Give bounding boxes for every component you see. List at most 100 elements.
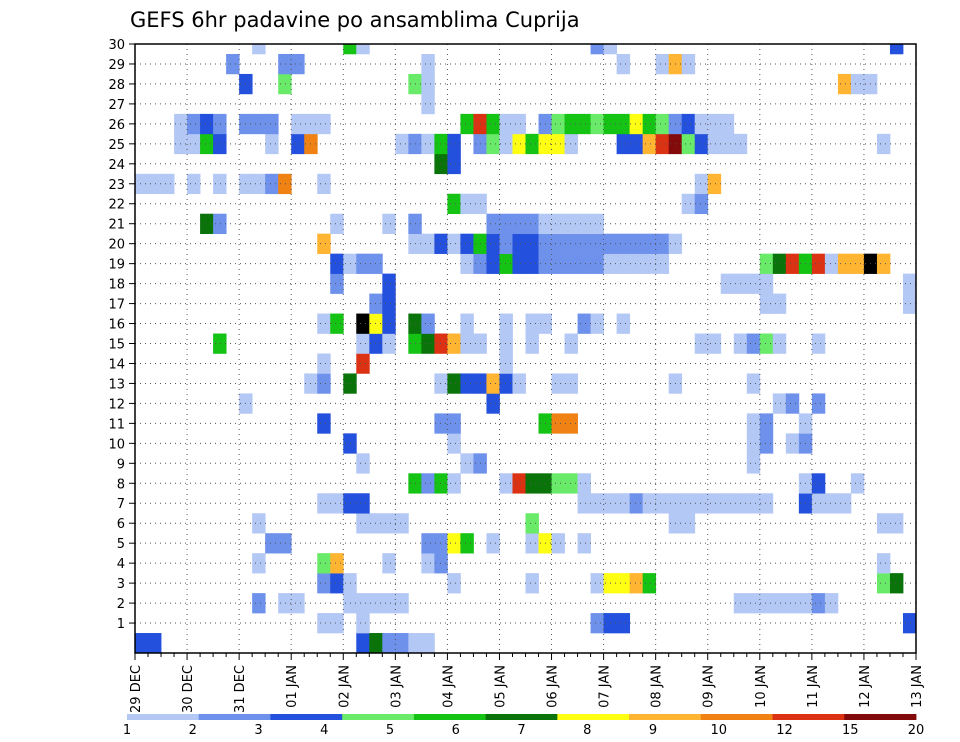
precip-cell (356, 613, 370, 634)
precip-cell (265, 533, 279, 554)
precip-cell (577, 213, 591, 234)
x-tick-label: 10 JAN (754, 665, 769, 708)
precip-cell (330, 613, 344, 634)
precip-cell (421, 533, 435, 554)
x-tick-label: 11 JAN (806, 665, 821, 708)
precip-cell (226, 53, 240, 75)
precip-cell (187, 113, 201, 135)
precip-cell (148, 173, 162, 195)
precip-cell (213, 173, 227, 195)
precip-cell (421, 313, 435, 334)
precip-cell (291, 113, 305, 135)
y-tick-label: 4 (117, 557, 125, 572)
precip-cell (512, 113, 526, 135)
precip-cell (759, 273, 774, 294)
precip-cell (590, 573, 604, 594)
precip-cell (486, 533, 500, 554)
precip-cell (876, 253, 891, 274)
colorbar-label: 6 (452, 723, 460, 738)
precip-cell (434, 553, 448, 574)
precip-cell (525, 313, 539, 334)
precip-cell (512, 133, 526, 155)
precip-cell (616, 113, 631, 135)
precip-cell (460, 253, 474, 274)
precip-cell (486, 133, 500, 155)
precip-cell (499, 213, 513, 234)
precip-cell (447, 433, 461, 454)
y-tick-label: 13 (108, 377, 125, 392)
precip-cell (564, 473, 578, 494)
colorbar-label: 3 (254, 723, 262, 738)
precip-cell (512, 233, 526, 254)
precip-cell (213, 133, 227, 155)
y-tick-label: 14 (108, 357, 125, 372)
precip-cell (447, 193, 461, 215)
precip-cell (564, 113, 578, 135)
precip-cell (395, 633, 409, 654)
precip-cell (655, 233, 670, 254)
x-tick-label: 30 DEC (181, 665, 196, 713)
precip-cell (564, 373, 578, 394)
precip-cell (902, 293, 917, 314)
precip-cell (317, 573, 331, 594)
precip-cell (811, 393, 826, 414)
precip-cell (356, 44, 370, 55)
y-axis: 1234567891011121314151617181920212223242… (108, 38, 135, 632)
y-tick-label: 10 (108, 437, 125, 452)
colorbar-label: 10 (710, 723, 727, 738)
precip-cell (369, 313, 383, 334)
precip-cell (525, 233, 539, 254)
precip-cell (629, 113, 644, 135)
colorbar-label: 15 (842, 723, 859, 738)
precip-cell (356, 353, 370, 374)
precip-cell (317, 613, 331, 634)
precip-cell (343, 493, 357, 514)
precip-cell (577, 113, 591, 135)
precip-cell (811, 333, 826, 354)
precip-cell (681, 193, 696, 215)
precip-cell (330, 213, 344, 234)
precip-cell (642, 133, 657, 155)
precip-cell (382, 293, 396, 314)
precip-cell (551, 213, 565, 234)
precip-cell (564, 233, 578, 254)
precip-cell (681, 133, 696, 155)
precip-cell (356, 593, 370, 614)
precip-cell (525, 513, 539, 534)
precip-cell (525, 473, 539, 494)
precip-cell (434, 473, 448, 494)
precip-cell (447, 133, 461, 155)
precip-cell (746, 453, 761, 474)
precip-cell (824, 253, 839, 274)
precip-cell (343, 44, 357, 55)
precip-cell (590, 213, 604, 234)
precip-cell (850, 73, 865, 95)
precip-cell (421, 233, 435, 254)
precip-cell (369, 513, 383, 534)
x-tick-label: 13 JAN (910, 665, 925, 708)
precip-cell (213, 213, 227, 234)
precip-cell (876, 553, 891, 574)
precip-cell (486, 253, 500, 274)
precip-cell (837, 493, 852, 514)
precip-cell (616, 573, 631, 594)
colorbar-label: 12 (776, 723, 793, 738)
y-tick-label: 6 (117, 517, 125, 532)
colorbar-swatch (342, 714, 415, 720)
precip-cell (746, 493, 761, 514)
precip-cell (460, 113, 474, 135)
precip-cell (330, 553, 344, 574)
precip-cell (252, 44, 266, 55)
colorbar-label: 9 (649, 723, 657, 738)
precip-cell (499, 373, 513, 394)
precip-cell (278, 53, 292, 75)
precip-cell (629, 233, 644, 254)
precip-cell (785, 253, 800, 274)
precip-cell (330, 273, 344, 294)
precip-cell (382, 513, 396, 534)
precip-cell (785, 593, 800, 614)
precip-cell (902, 613, 917, 634)
precip-cell (499, 333, 513, 354)
precip-cell (447, 373, 461, 394)
precip-cell (330, 573, 344, 594)
